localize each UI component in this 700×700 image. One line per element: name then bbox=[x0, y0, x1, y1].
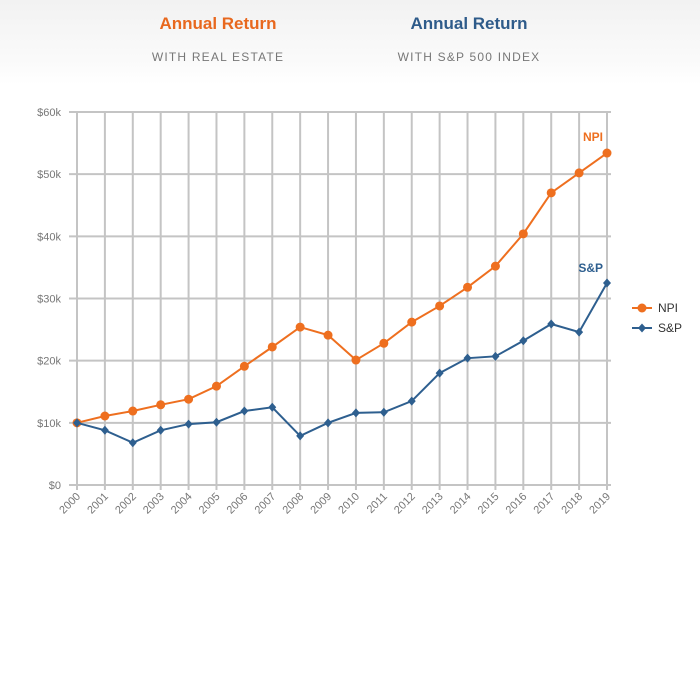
subtitle-real-estate: WITH REAL ESTATE bbox=[151, 50, 285, 64]
series-line-NPI bbox=[76, 152, 608, 424]
data-point bbox=[407, 396, 416, 406]
data-point bbox=[435, 301, 445, 311]
x-tick-label: 2004 bbox=[169, 491, 195, 517]
data-point bbox=[100, 425, 109, 435]
data-point bbox=[268, 402, 277, 412]
x-tick-label: 2015 bbox=[476, 491, 502, 517]
series-line-S&P bbox=[76, 282, 608, 444]
data-point bbox=[518, 229, 528, 239]
header-sp500: Annual Return WITH S&P 500 INDEX bbox=[359, 14, 579, 64]
data-point bbox=[239, 361, 249, 371]
y-tick-label: $60k bbox=[37, 107, 61, 119]
data-point bbox=[184, 419, 193, 429]
x-tick-label: 2003 bbox=[141, 491, 167, 517]
legend-marker bbox=[638, 323, 646, 333]
data-point bbox=[295, 322, 305, 332]
data-point bbox=[519, 336, 528, 346]
x-tick-label: 2019 bbox=[587, 491, 613, 517]
y-tick-label: $10k bbox=[37, 418, 61, 430]
data-point bbox=[211, 381, 221, 391]
data-point bbox=[463, 353, 472, 363]
y-tick-label: $40k bbox=[37, 231, 61, 243]
data-point bbox=[547, 319, 556, 329]
x-tick-label: 2000 bbox=[57, 491, 83, 517]
legend-label: NPI bbox=[658, 301, 678, 315]
data-point bbox=[128, 406, 138, 416]
data-point bbox=[602, 148, 612, 158]
x-tick-label: 2018 bbox=[559, 491, 585, 517]
data-point bbox=[490, 261, 500, 271]
data-point bbox=[73, 418, 81, 428]
data-point bbox=[379, 338, 389, 348]
legend-marker bbox=[637, 303, 647, 313]
y-tick-label: $20k bbox=[37, 356, 61, 368]
x-tick-label: 2007 bbox=[253, 491, 279, 517]
data-point bbox=[463, 282, 473, 292]
x-tick-label: 2014 bbox=[448, 491, 474, 517]
header-real-estate: Annual Return WITH REAL ESTATE bbox=[108, 14, 328, 64]
data-point bbox=[379, 407, 388, 417]
data-point bbox=[267, 342, 277, 352]
data-point bbox=[128, 438, 137, 448]
y-tick-label: $50k bbox=[37, 169, 61, 181]
data-point bbox=[156, 400, 166, 410]
data-point bbox=[491, 351, 500, 361]
data-point bbox=[351, 408, 360, 418]
x-tick-label: 2006 bbox=[225, 491, 251, 517]
title-sp500: Annual Return bbox=[410, 14, 528, 33]
x-tick-label: 2013 bbox=[420, 491, 446, 517]
title-real-estate: Annual Return bbox=[159, 14, 277, 33]
y-tick-label: $30k bbox=[37, 294, 61, 306]
data-point bbox=[435, 368, 444, 378]
data-point bbox=[351, 355, 361, 365]
series-end-label: S&P bbox=[578, 261, 603, 275]
x-tick-label: 2012 bbox=[392, 491, 418, 517]
x-tick-label: 2008 bbox=[280, 491, 306, 517]
legend-label: S&P bbox=[658, 321, 682, 335]
data-point bbox=[546, 188, 556, 198]
data-point bbox=[407, 317, 417, 327]
series-end-label: NPI bbox=[583, 130, 603, 144]
x-tick-label: 2001 bbox=[85, 491, 111, 517]
subtitle-sp500: WITH S&P 500 INDEX bbox=[397, 50, 541, 64]
header: Annual Return WITH REAL ESTATE Annual Re… bbox=[0, 0, 700, 85]
data-point bbox=[324, 418, 333, 428]
x-tick-label: 2005 bbox=[197, 491, 223, 517]
data-point bbox=[212, 417, 221, 427]
x-tick-label: 2017 bbox=[532, 491, 558, 517]
data-point bbox=[240, 406, 249, 416]
x-tick-label: 2010 bbox=[336, 491, 362, 517]
y-tick-label: $0 bbox=[49, 480, 61, 492]
x-tick-label: 2002 bbox=[113, 491, 139, 517]
x-tick-label: 2016 bbox=[504, 491, 530, 517]
data-point bbox=[575, 327, 584, 337]
x-tick-label: 2011 bbox=[365, 491, 390, 516]
x-tick-label: 2009 bbox=[308, 491, 334, 517]
data-point bbox=[156, 425, 165, 435]
data-point bbox=[323, 330, 333, 340]
data-point bbox=[574, 168, 584, 178]
data-point bbox=[100, 411, 110, 421]
data-point bbox=[296, 431, 305, 441]
data-point bbox=[184, 394, 194, 404]
data-point bbox=[603, 278, 611, 288]
